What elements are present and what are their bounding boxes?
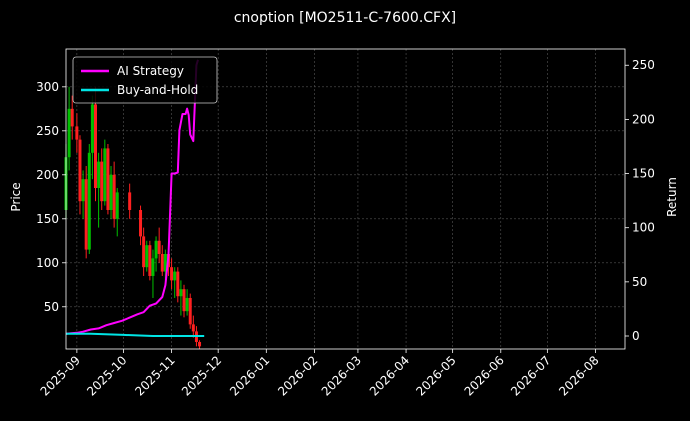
y-tick-label: 100: [36, 256, 59, 270]
y2-tick-label: 0: [632, 329, 640, 343]
y-tick-label: 250: [36, 124, 59, 138]
y2-tick-label: 250: [632, 58, 655, 72]
series-line: [65, 59, 199, 335]
candle-body: [151, 258, 155, 276]
candle-body: [188, 297, 192, 325]
plot-frame: [65, 48, 626, 350]
candle-body: [157, 240, 161, 254]
candle-body: [160, 253, 164, 272]
candle-body: [170, 267, 174, 281]
y2-tick-label: 100: [632, 221, 655, 235]
candle-body: [139, 209, 143, 237]
y-axis-label: Price: [9, 182, 23, 211]
candle-body: [100, 161, 104, 202]
candle-body: [198, 341, 202, 347]
legend-label: Buy-and-Hold: [117, 83, 198, 97]
candle-body: [67, 108, 71, 158]
y-tick-label: 50: [44, 300, 59, 314]
y-tick-label: 150: [36, 212, 59, 226]
candle-body: [154, 240, 158, 259]
candle-body: [179, 289, 183, 297]
series-line: [66, 332, 205, 337]
grid: [66, 49, 625, 349]
candle-body: [78, 139, 82, 202]
y2-axis-label: Return: [665, 177, 679, 217]
candle-body: [103, 148, 107, 202]
legend: AI Strategy Buy-and-Hold: [72, 56, 218, 104]
candle-body: [109, 174, 113, 210]
candle-body: [176, 271, 180, 297]
candle-body: [182, 289, 186, 312]
candle-body: [94, 104, 98, 189]
y2-tick-label: 150: [632, 167, 655, 181]
candle-body: [163, 253, 167, 272]
candle-body: [75, 126, 79, 140]
candle-body: [84, 179, 88, 250]
legend-label: AI Strategy: [117, 64, 184, 78]
candle-body: [90, 104, 94, 153]
y-tick-label: 200: [36, 168, 59, 182]
candle-body: [112, 174, 116, 219]
candle-body: [145, 245, 149, 268]
candle-body: [81, 179, 85, 202]
y2-tick-label: 50: [632, 275, 647, 289]
series-lines: [65, 59, 205, 337]
candle-body: [185, 297, 189, 312]
candle-body: [191, 324, 195, 332]
legend-box: [72, 56, 218, 104]
candle-body: [142, 236, 146, 268]
y-tick-label: 300: [36, 80, 59, 94]
candle-body: [173, 271, 177, 281]
candle-body: [97, 161, 101, 189]
candle-body: [115, 192, 119, 219]
y2-tick-label: 200: [632, 112, 655, 126]
candle-body: [87, 152, 91, 250]
candle-body: [70, 108, 74, 127]
candle-body: [106, 148, 110, 210]
chart-title: cnoption [MO2511-C-7600.CFX]: [234, 10, 456, 26]
candle-body: [148, 245, 152, 276]
candle-body: [128, 192, 132, 210]
